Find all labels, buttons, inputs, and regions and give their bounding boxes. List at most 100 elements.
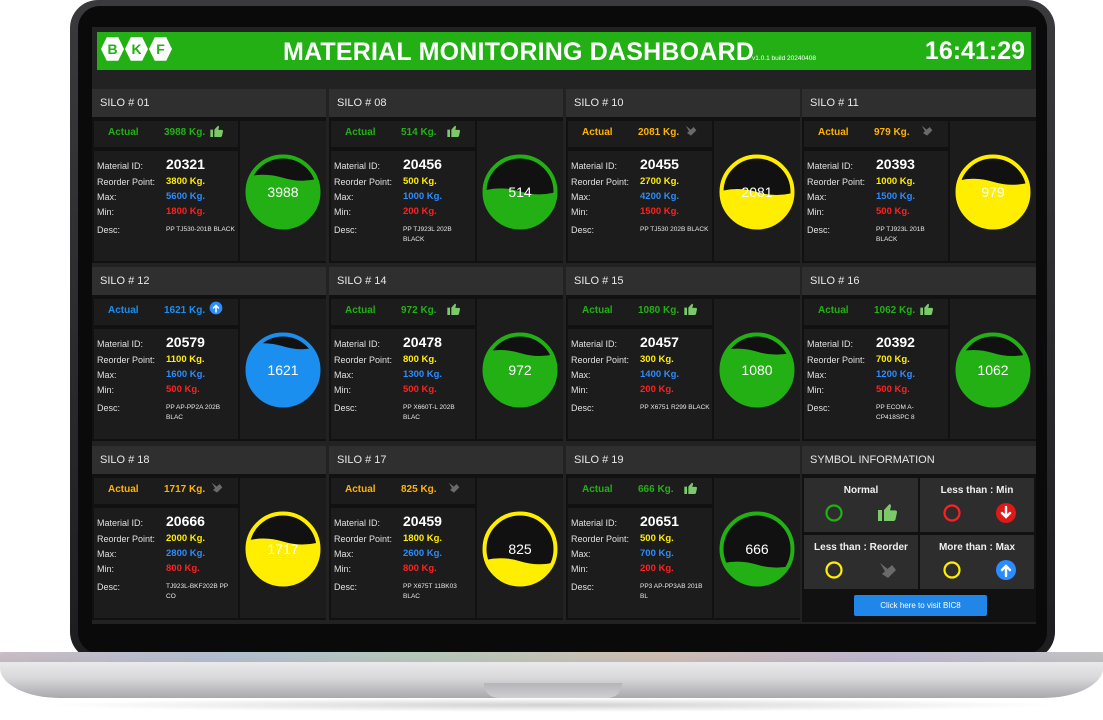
- min-value: 500 Kg.: [876, 384, 910, 395]
- desc-value: PP TJ923L 202B BLACK: [403, 226, 452, 243]
- silo-card: SILO # 08 Actual 514 Kg. Material ID: 20…: [329, 89, 563, 263]
- reorder-point-label: Reorder Point:: [97, 355, 156, 365]
- min-value: 1800 Kg.: [166, 206, 206, 217]
- desc-value: PP AP-PP2A 202B BLAC: [166, 404, 221, 421]
- bkf-logo: B K F: [101, 36, 172, 62]
- status-icon-slot: [446, 123, 464, 141]
- actual-label: Actual: [345, 127, 376, 138]
- material-id-label: Material ID:: [807, 339, 854, 349]
- reorder-point-value: 800 Kg.: [403, 354, 437, 365]
- material-id-value: 20579: [166, 334, 205, 350]
- material-id-value: 20456: [403, 156, 442, 172]
- material-id-label: Material ID:: [807, 161, 854, 171]
- level-gauge: 1717: [240, 478, 326, 618]
- legend-label: Less than : Min: [940, 485, 1014, 496]
- gauge-fill: [486, 350, 554, 404]
- level-gauge: 1080: [714, 299, 800, 439]
- material-id-label: Material ID:: [571, 339, 618, 349]
- reorder-point-label: Reorder Point:: [807, 177, 866, 187]
- min-value: 500 Kg.: [876, 206, 910, 217]
- actual-value: 1080 Kg.: [638, 305, 680, 316]
- desc-value: PP TJ530 202B BLACK: [640, 226, 709, 233]
- actual-value: 666 Kg.: [638, 484, 674, 495]
- desc-value: PP TJ530-201B BLACK: [166, 226, 235, 233]
- reorder-point-value: 1000 Kg.: [876, 176, 916, 187]
- status-icon-slot: [446, 480, 464, 498]
- status-icon-slot: [919, 301, 937, 319]
- silo-card: SILO # 16 Actual 1062 Kg. Material ID: 2…: [802, 267, 1036, 441]
- gauge-ring: [245, 154, 321, 230]
- max-label: Max:: [97, 192, 117, 202]
- silo-card: SILO # 14 Actual 972 Kg. Material ID: 20…: [329, 267, 563, 441]
- gauge-value: 1062: [977, 362, 1008, 378]
- actual-row: Actual 3988 Kg.: [94, 121, 238, 147]
- material-info: Material ID: 20579 Reorder Point: 1100 K…: [94, 329, 238, 439]
- laptop-hinge: [0, 652, 1103, 662]
- silo-card: SILO # 12 Actual 1621 Kg. Material ID: 2…: [92, 267, 326, 441]
- legend-less-reorder: Less than : Reorder: [804, 535, 918, 589]
- arrow-up-icon: [996, 560, 1016, 580]
- max-label: Max:: [571, 549, 591, 559]
- material-id-label: Material ID:: [334, 518, 381, 528]
- legend-label: More than : Max: [938, 542, 1016, 553]
- material-info: Material ID: 20393 Reorder Point: 1000 K…: [804, 151, 948, 261]
- actual-label: Actual: [818, 305, 849, 316]
- gauge-value: 1080: [741, 362, 772, 378]
- gauge-svg: 2081: [719, 154, 795, 230]
- material-id-value: 20478: [403, 334, 442, 350]
- reorder-point-value: 300 Kg.: [640, 354, 674, 365]
- reorder-point-label: Reorder Point:: [571, 355, 630, 365]
- max-value: 1500 Kg.: [876, 191, 916, 202]
- actual-row: Actual 1621 Kg.: [94, 299, 238, 325]
- visit-bic8-button[interactable]: Click here to visit BIC8: [854, 595, 987, 616]
- max-value: 700 Kg.: [640, 548, 674, 559]
- gauge-ring: [245, 511, 321, 587]
- desc-value: PP3 AP-PP3AB 201B BL: [640, 583, 703, 600]
- max-label: Max:: [97, 549, 117, 559]
- min-label: Min:: [571, 564, 589, 574]
- logo-letter: K: [125, 37, 148, 61]
- desc-value: TJ923L-BKF202B PP CO: [166, 583, 229, 600]
- gauge-ring: [955, 154, 1031, 230]
- material-id-label: Material ID:: [334, 339, 381, 349]
- material-id-value: 20392: [876, 334, 915, 350]
- gauge-fill: [249, 343, 317, 404]
- gauge-value: 514: [508, 184, 532, 200]
- gauge-value: 825: [508, 541, 532, 557]
- max-value: 5600 Kg.: [166, 191, 206, 202]
- gauge-svg: 972: [482, 332, 558, 408]
- gauge-fill: [959, 350, 1027, 404]
- silo-title: SILO # 10: [566, 89, 800, 117]
- reorder-point-label: Reorder Point:: [97, 177, 156, 187]
- max-label: Max:: [807, 370, 827, 380]
- actual-value: 514 Kg.: [401, 127, 437, 138]
- status-icon-slot: [209, 123, 227, 141]
- min-value: 500 Kg.: [403, 384, 437, 395]
- min-label: Min:: [334, 385, 352, 395]
- silo-title: SILO # 08: [329, 89, 563, 117]
- status-icon-slot: [209, 301, 227, 319]
- min-label: Min:: [97, 207, 115, 217]
- actual-row: Actual 972 Kg.: [331, 299, 475, 325]
- level-gauge: 825: [477, 478, 563, 618]
- material-info: Material ID: 20666 Reorder Point: 2000 K…: [94, 508, 238, 618]
- max-value: 4200 Kg.: [640, 191, 680, 202]
- actual-label: Actual: [108, 484, 139, 495]
- gauge-value: 1717: [267, 541, 298, 557]
- max-label: Max:: [807, 192, 827, 202]
- material-info: Material ID: 20456 Reorder Point: 500 Kg…: [331, 151, 475, 261]
- status-icon-slot: [683, 123, 701, 141]
- gauge-svg: 1062: [955, 332, 1031, 408]
- material-id-value: 20321: [166, 156, 205, 172]
- status-icon-slot: [209, 480, 227, 498]
- max-value: 1600 Kg.: [166, 369, 206, 380]
- gauge-value: 2081: [741, 184, 772, 200]
- material-id-label: Material ID:: [571, 518, 618, 528]
- desc-label: Desc:: [571, 582, 595, 592]
- laptop-shadow: [40, 698, 1063, 712]
- max-value: 1400 Kg.: [640, 369, 680, 380]
- min-label: Min:: [334, 564, 352, 574]
- material-id-label: Material ID:: [571, 161, 618, 171]
- actual-label: Actual: [345, 305, 376, 316]
- max-value: 2600 Kg.: [403, 548, 443, 559]
